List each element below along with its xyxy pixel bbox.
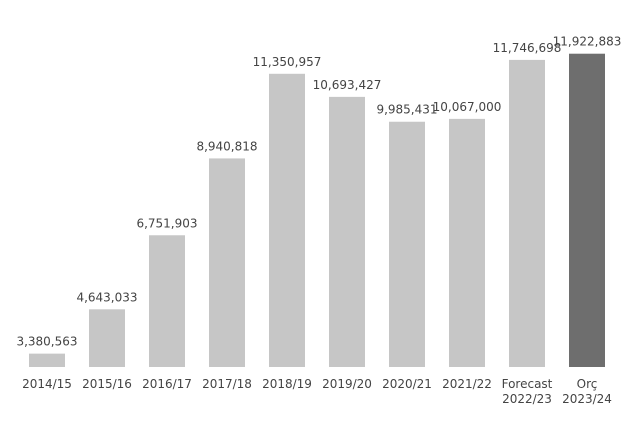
x-tick-label: 2014/15 [22, 377, 72, 391]
x-tick-label: 2016/17 [142, 377, 192, 391]
x-tick-label: 2019/20 [322, 377, 372, 391]
bar [89, 309, 125, 367]
x-tick-label: Orç 2023/24 [562, 377, 612, 406]
tick-line: Orç [577, 377, 598, 391]
bar [389, 121, 425, 367]
x-tick-label: Forecast 2022/23 [502, 377, 553, 406]
x-tick-label: 2015/16 [82, 377, 132, 391]
tick-line: 2022/23 [502, 392, 552, 406]
bar [269, 73, 305, 367]
bar [329, 96, 365, 367]
bar [569, 53, 605, 367]
bar [149, 235, 185, 367]
value-label: 6,751,903 [136, 216, 197, 230]
value-label: 10,693,427 [313, 78, 382, 92]
value-label: 9,985,431 [376, 103, 437, 117]
x-tick-label: 2021/22 [442, 377, 492, 391]
tick-line: 2023/24 [562, 392, 612, 406]
value-label: 8,940,818 [196, 139, 257, 153]
x-tick-label: 2017/18 [202, 377, 252, 391]
value-label: 11,922,883 [553, 35, 622, 49]
bar [29, 353, 65, 367]
bar [449, 118, 485, 367]
bar [209, 158, 245, 367]
x-tick-label: 2018/19 [262, 377, 312, 391]
x-tick-label: 2020/21 [382, 377, 432, 391]
value-label: 3,380,563 [16, 335, 77, 349]
tick-line: Forecast [502, 377, 553, 391]
value-label: 10,067,000 [433, 100, 502, 114]
value-label: 11,350,957 [253, 55, 322, 69]
bar [509, 59, 545, 368]
value-label: 4,643,033 [76, 290, 137, 304]
value-label: 11,746,698 [493, 41, 562, 55]
